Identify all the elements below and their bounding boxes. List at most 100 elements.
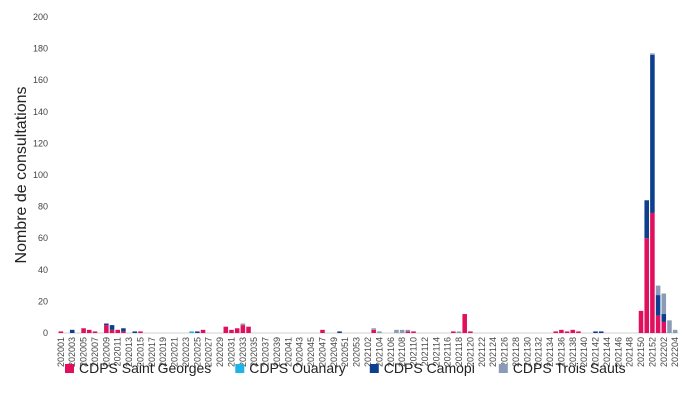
- legend-swatch: [498, 364, 508, 373]
- x-tick-label: 202118: [454, 337, 464, 366]
- bar-segment: [570, 329, 576, 333]
- bar-segment: [576, 331, 581, 333]
- bar-segment: [655, 315, 661, 333]
- x-tick-label: 202144: [602, 337, 612, 367]
- bar-segment: [69, 329, 75, 333]
- bar-segment: [320, 329, 325, 333]
- bar-segment: [661, 314, 667, 322]
- bar-segment: [456, 331, 462, 333]
- x-tick-label: 202053: [352, 337, 362, 367]
- bar-segment: [667, 320, 672, 333]
- x-tick-label: 202051: [340, 337, 350, 367]
- bar-segment: [564, 331, 570, 333]
- x-tick-label: 202104: [374, 337, 384, 367]
- bar-segment: [650, 212, 655, 333]
- x-tick-label: 202003: [67, 337, 77, 367]
- bar-segment: [593, 331, 598, 333]
- y-axis-label: Nombre de consultations: [13, 87, 30, 264]
- x-tick-label: 202102: [363, 337, 373, 367]
- bar-segment: [109, 329, 115, 333]
- x-tick-label: 202017: [147, 337, 157, 367]
- bar-segment: [195, 331, 200, 333]
- y-tick-label: 160: [33, 75, 48, 85]
- x-tick-label: 202019: [158, 337, 168, 367]
- bar-segment: [377, 331, 382, 333]
- bar-segment: [132, 331, 138, 333]
- legend-label: CDPS Trois Sauts: [513, 360, 626, 376]
- bar-segment: [661, 321, 667, 333]
- bar-segment: [650, 54, 655, 213]
- y-tick-label: 40: [38, 265, 48, 275]
- bar-segment: [411, 331, 416, 333]
- x-tick-label: 202025: [192, 337, 202, 367]
- x-tick-label: 202204: [670, 337, 680, 367]
- x-tick-label: 202039: [272, 337, 282, 367]
- x-tick-label: 202152: [647, 337, 657, 367]
- bar-segment: [672, 329, 678, 333]
- bar-segment: [138, 331, 143, 333]
- x-tick-label: 202124: [488, 337, 498, 367]
- bar-segment: [115, 329, 120, 333]
- bar-segment: [234, 328, 240, 333]
- bar-segment: [451, 331, 456, 333]
- x-tick-label: 202035: [249, 337, 259, 367]
- bar-segment: [223, 326, 229, 333]
- bar-segment: [468, 331, 473, 333]
- x-tick-label: 202023: [181, 337, 191, 367]
- bar-segment: [229, 329, 234, 333]
- x-tick-label: 202110: [409, 337, 419, 366]
- x-tick-label: 202138: [568, 337, 578, 367]
- bar-segment: [644, 200, 649, 239]
- bar-segment: [462, 314, 467, 333]
- y-tick-label: 80: [38, 202, 48, 212]
- bar-segment: [371, 328, 376, 330]
- x-tick-label: 202043: [295, 337, 305, 367]
- bar-segment: [644, 238, 649, 333]
- x-tick-label: 202114: [431, 337, 441, 366]
- bar-segment: [394, 329, 399, 333]
- x-tick-label: 202049: [329, 337, 339, 367]
- x-tick-label: 202128: [511, 337, 521, 367]
- x-tick-label: 202031: [226, 337, 236, 367]
- legend-label: CDPS Ouanary: [249, 360, 345, 376]
- bar-segment: [109, 325, 115, 330]
- bar-segment: [661, 293, 667, 315]
- bar-segment: [598, 331, 604, 333]
- x-tick-label: 202009: [101, 337, 111, 367]
- x-tick-label: 202015: [135, 337, 145, 367]
- x-tick-label: 202136: [556, 337, 566, 367]
- y-tick-label: 180: [33, 44, 48, 54]
- legend-swatch: [369, 364, 379, 373]
- bar-segment: [655, 285, 661, 296]
- x-tick-label: 202130: [522, 337, 532, 367]
- x-tick-label: 202140: [579, 337, 589, 367]
- bar-segment: [121, 328, 126, 332]
- x-tick-label: 202146: [613, 337, 623, 367]
- bar-segment: [559, 329, 564, 333]
- legend-label: CDPS Saint Georges: [79, 360, 211, 376]
- legend-swatch: [65, 364, 74, 373]
- x-tick-label: 202120: [465, 337, 475, 367]
- y-tick-label: 100: [33, 170, 48, 180]
- bar-segment: [104, 323, 109, 326]
- x-tick-label: 202108: [397, 337, 407, 367]
- x-tick-label: 202116: [443, 337, 453, 366]
- x-tick-label: 202112: [420, 337, 430, 366]
- bar-segment: [121, 331, 126, 333]
- bar-segment: [58, 331, 64, 333]
- y-tick-label: 200: [33, 12, 48, 22]
- x-tick-label: 202150: [636, 337, 646, 367]
- bar-segment: [371, 329, 376, 333]
- bar-segment: [553, 331, 558, 333]
- x-tick-label: 202202: [659, 337, 669, 367]
- y-tick-label: 140: [33, 107, 48, 117]
- bar-segment: [650, 53, 655, 55]
- x-tick-label: 202033: [238, 337, 248, 367]
- x-tick-label: 202045: [306, 337, 316, 367]
- bar-segment: [405, 331, 411, 333]
- x-tick-label: 202027: [204, 337, 214, 367]
- x-tick-label: 202013: [124, 337, 134, 367]
- x-tick-label: 202126: [500, 337, 510, 367]
- bar-segment: [337, 331, 342, 333]
